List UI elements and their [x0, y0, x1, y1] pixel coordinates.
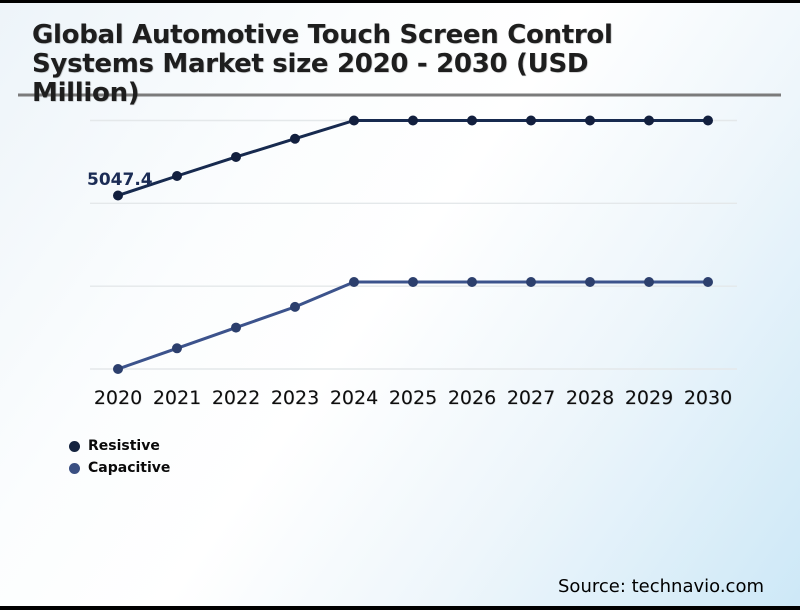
capacitive-point-2024	[349, 277, 359, 288]
legend-item-capacitive: Capacitive	[69, 457, 170, 479]
resistive-line	[117, 119, 708, 197]
resistive-point-2024	[349, 115, 359, 126]
resistive-point-2025	[408, 115, 418, 126]
capacitive-point-2025	[408, 277, 418, 288]
capacitive-point-2023	[290, 301, 300, 312]
first-point-data-label: 5047.4	[87, 170, 153, 190]
chart-legend: Resistive Capacitive	[69, 435, 170, 479]
resistive-point-2023	[290, 133, 300, 144]
legend-item-resistive: Resistive	[69, 435, 170, 457]
capacitive-point-2030	[703, 277, 713, 288]
x-tick-label-2027: 2027	[506, 387, 556, 409]
x-tick-label-2023: 2023	[270, 387, 320, 409]
x-tick-label-2029: 2029	[624, 387, 674, 409]
capacitive-line	[117, 280, 708, 371]
capacitive-point-2027	[526, 277, 536, 288]
resistive-point-2022	[231, 151, 241, 162]
x-tick-label-2021: 2021	[152, 387, 202, 409]
resistive-point-2026	[467, 115, 477, 126]
legend-label: Resistive	[88, 438, 160, 454]
chart-title-line-3: Million)	[32, 78, 140, 108]
resistive-point-2020	[113, 190, 123, 201]
capacitive-point-2022	[231, 322, 241, 333]
capacitive-point-2020	[113, 364, 123, 374]
resistive-point-2029	[644, 115, 654, 126]
bottom-border	[0, 606, 800, 610]
top-border	[0, 0, 800, 3]
x-tick-label-2028: 2028	[565, 387, 615, 409]
x-tick-label-2030: 2030	[683, 387, 733, 409]
resistive-point-2030	[703, 115, 713, 126]
chart-title-line-1: Global Automotive Touch Screen Control	[32, 20, 613, 50]
x-tick-label-2025: 2025	[388, 387, 438, 409]
x-tick-label-2026: 2026	[447, 387, 497, 409]
legend-dot-icon	[69, 462, 80, 474]
source-attribution: Source: technavio.com	[558, 576, 764, 597]
x-tick-label-2024: 2024	[329, 387, 379, 409]
resistive-point-2028	[585, 115, 595, 126]
capacitive-point-2026	[467, 277, 477, 288]
capacitive-point-2028	[585, 277, 595, 288]
capacitive-point-2021	[172, 343, 182, 354]
chart-title-line-2: Systems Market size 2020 - 2030 (USD	[32, 49, 589, 79]
resistive-point-2027	[526, 115, 536, 126]
capacitive-point-2029	[644, 277, 654, 288]
legend-label: Capacitive	[88, 460, 171, 476]
x-axis-labels: 2020 2021 2022 2023 2024 2025 2026 2027 2028 2029…	[0, 387, 800, 411]
legend-dot-icon	[69, 440, 80, 452]
x-tick-label-2020: 2020	[93, 387, 143, 409]
x-tick-label-2022: 2022	[211, 387, 261, 409]
resistive-point-2021	[172, 170, 182, 181]
chart-title: Global Automotive Touch Screen Control S…	[32, 21, 613, 108]
